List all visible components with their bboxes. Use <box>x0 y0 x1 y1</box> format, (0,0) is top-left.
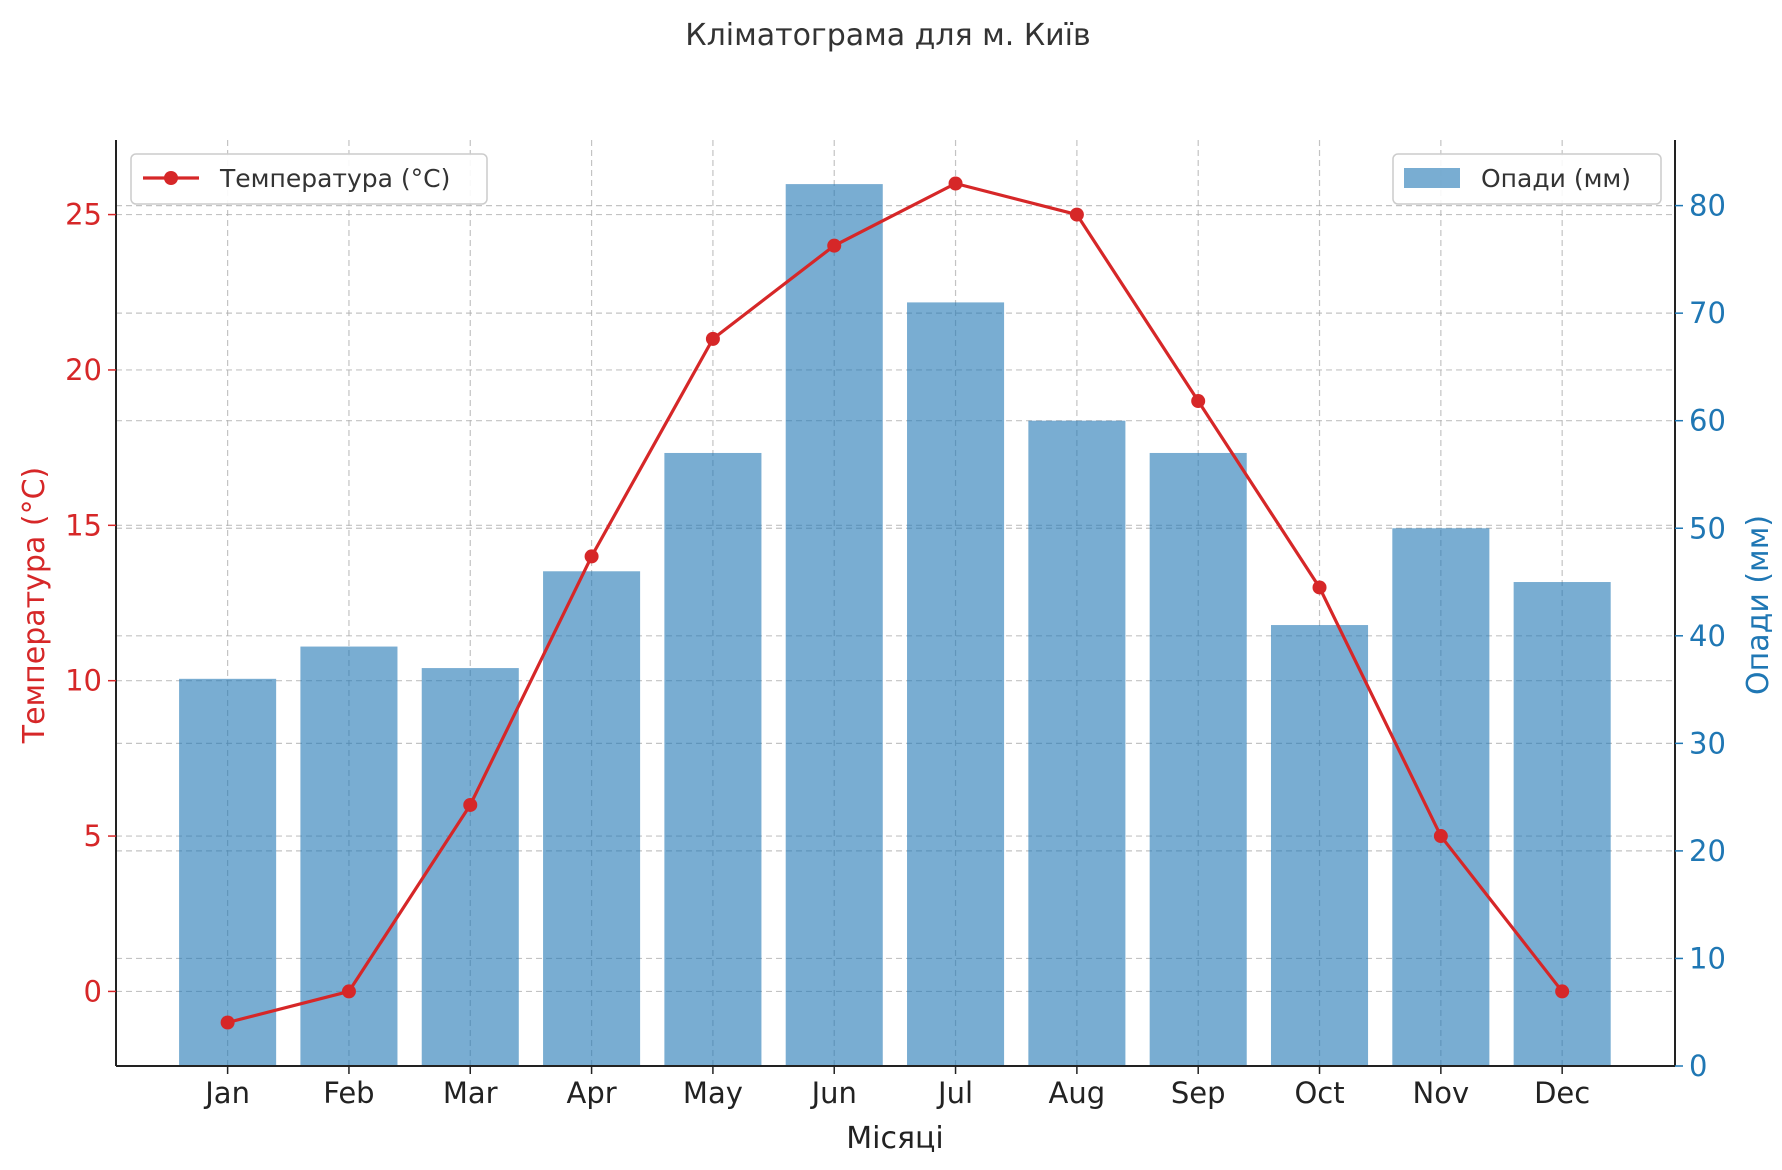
y-left-tick-label: 0 <box>84 974 102 1008</box>
temperature-point <box>827 238 842 253</box>
precipitation-bar <box>785 184 883 1067</box>
y-right-tick-label: 50 <box>1689 511 1726 545</box>
temperature-point <box>463 797 478 812</box>
y-right-tick-label: 60 <box>1689 404 1726 438</box>
temperature-point <box>1555 984 1570 999</box>
axes: Jan Feb Mar Apr May Jun Jul Aug Sep Oct Nov Dec 0 5 10… <box>65 140 1726 1110</box>
precipitation-bar <box>1392 528 1490 1066</box>
y-right-tick-label: 40 <box>1689 619 1726 653</box>
legend-precipitation-box <box>1392 153 1662 205</box>
temperature-line <box>220 176 1570 1030</box>
temperature-point <box>341 984 356 999</box>
y-axis-right-label: Опади (мм) <box>1741 515 1776 695</box>
temperature-point <box>584 549 599 564</box>
x-tick-label: Aug <box>1049 1076 1106 1110</box>
y-left-tick-label: 20 <box>65 353 102 387</box>
temperature-point <box>948 176 963 191</box>
legend-precipitation-swatch <box>1404 168 1460 188</box>
x-tick-label: Apr <box>567 1076 617 1110</box>
precipitation-bar <box>907 302 1005 1066</box>
y-right-tick-label: 0 <box>1689 1049 1707 1083</box>
temperature-point <box>220 1015 235 1030</box>
temperature-point <box>1433 829 1448 844</box>
y-left-tick-label: 25 <box>65 198 102 232</box>
temperature-point <box>1069 207 1084 222</box>
temperature-point <box>1312 580 1327 595</box>
x-tick-label: Jun <box>810 1076 857 1110</box>
y-axis-left-label: Температура (°C) <box>17 467 52 744</box>
x-tick-label: Oct <box>1294 1076 1344 1110</box>
legend-temperature-label: Температура (°C) <box>219 164 450 193</box>
y-right-tick-label: 70 <box>1689 296 1726 330</box>
precipitation-bar <box>1149 452 1247 1066</box>
x-tick-label: May <box>683 1076 743 1110</box>
temperature-series-line <box>227 181 1564 1025</box>
x-tick-label: Dec <box>1534 1076 1590 1110</box>
precipitation-bar <box>179 678 277 1066</box>
legend-precipitation: Опади (мм) <box>1392 153 1662 205</box>
legend-temperature-marker <box>164 171 178 185</box>
x-tick-label: Nov <box>1413 1076 1470 1110</box>
y-right-tick-label: 80 <box>1689 189 1726 223</box>
chart-title: Кліматограма для м. Київ <box>685 18 1090 53</box>
x-tick-label: Mar <box>443 1076 498 1110</box>
precipitation-bar <box>421 668 519 1066</box>
precipitation-bar <box>300 646 398 1066</box>
legend-temperature: Температура (°C) <box>130 153 488 205</box>
precipitation-bars <box>179 184 1611 1067</box>
legend-precipitation-label: Опади (мм) <box>1481 164 1631 193</box>
x-tick-label: Jan <box>203 1076 250 1110</box>
precipitation-bar <box>1270 625 1369 1066</box>
y-left-tick-label: 10 <box>65 664 102 698</box>
x-axis-label: Місяці <box>846 1121 944 1156</box>
x-tick-label: Jul <box>936 1076 973 1110</box>
y-right-tick-label: 20 <box>1689 834 1726 868</box>
y-right-tick-label: 30 <box>1689 726 1726 760</box>
temperature-point <box>1191 394 1206 409</box>
y-right-tick-label: 10 <box>1689 941 1726 975</box>
y-left-tick-label: 15 <box>65 508 102 542</box>
x-tick-label: Feb <box>323 1076 374 1110</box>
precipitation-bar <box>664 452 762 1066</box>
precipitation-bar <box>543 571 641 1066</box>
precipitation-bar <box>1028 420 1126 1066</box>
x-tick-label: Sep <box>1171 1076 1226 1110</box>
temperature-point <box>705 331 720 346</box>
y-left-tick-label: 5 <box>84 819 102 853</box>
legend-temperature-box <box>130 153 488 205</box>
